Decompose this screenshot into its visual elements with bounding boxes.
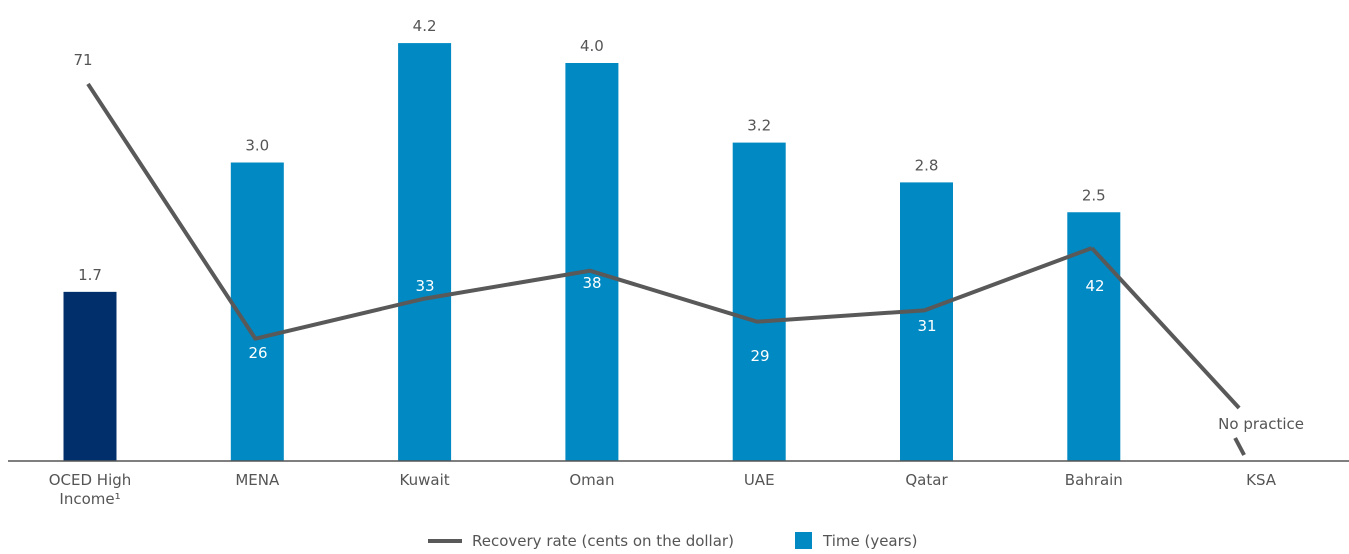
bar-value-label: 3.0 <box>245 137 269 155</box>
category-label: KSA <box>1246 471 1277 489</box>
category-label: UAE <box>744 471 775 489</box>
line-value-label: 31 <box>917 317 936 335</box>
bar-4 <box>732 142 786 461</box>
bar-0 <box>63 291 117 461</box>
category-label: Kuwait <box>400 471 450 489</box>
line-drop-segment-end <box>1233 437 1246 456</box>
bar-3 <box>565 63 619 461</box>
category-label: Bahrain <box>1065 471 1123 489</box>
legend: Recovery rate (cents on the dollar) Time … <box>428 532 917 550</box>
category-label: Income¹ <box>59 490 120 508</box>
bar-value-label: 3.2 <box>747 117 771 135</box>
category-label: MENA <box>235 471 280 489</box>
bar-2 <box>398 43 452 461</box>
no-practice-annotation: No practice <box>1218 415 1304 433</box>
bar-value-label: 2.5 <box>1082 186 1106 204</box>
legend-bar-swatch <box>795 532 812 549</box>
line-value-label: 26 <box>248 344 267 362</box>
recovery-rate-line <box>86 82 1093 341</box>
line-value-label: 42 <box>1085 277 1104 295</box>
line-value-label: 33 <box>415 277 434 295</box>
line-value-label: 71 <box>73 51 92 69</box>
category-label: OCED High <box>49 471 132 489</box>
bar-value-labels: 1.7 3.0 4.2 4.0 3.2 2.8 2.5 <box>78 17 1106 284</box>
line-value-labels: 71 26 33 38 29 31 42 <box>73 51 1104 365</box>
bar-value-label: 2.8 <box>915 156 939 174</box>
bar-value-label: 4.0 <box>580 37 604 55</box>
category-label: Oman <box>569 471 614 489</box>
line-drop-segment <box>1090 246 1241 410</box>
bar-value-label: 1.7 <box>78 266 102 284</box>
line-value-label: 29 <box>750 347 769 365</box>
category-label: Qatar <box>905 471 948 489</box>
line-value-label: 38 <box>582 274 601 292</box>
legend-line-label: Recovery rate (cents on the dollar) <box>472 532 734 550</box>
legend-bar-label: Time (years) <box>822 532 917 550</box>
annotations: No practice <box>1218 415 1304 433</box>
bar-value-label: 4.2 <box>413 17 437 35</box>
bar-series <box>63 43 1121 461</box>
line-series <box>86 82 1246 456</box>
bar-5 <box>900 182 953 461</box>
